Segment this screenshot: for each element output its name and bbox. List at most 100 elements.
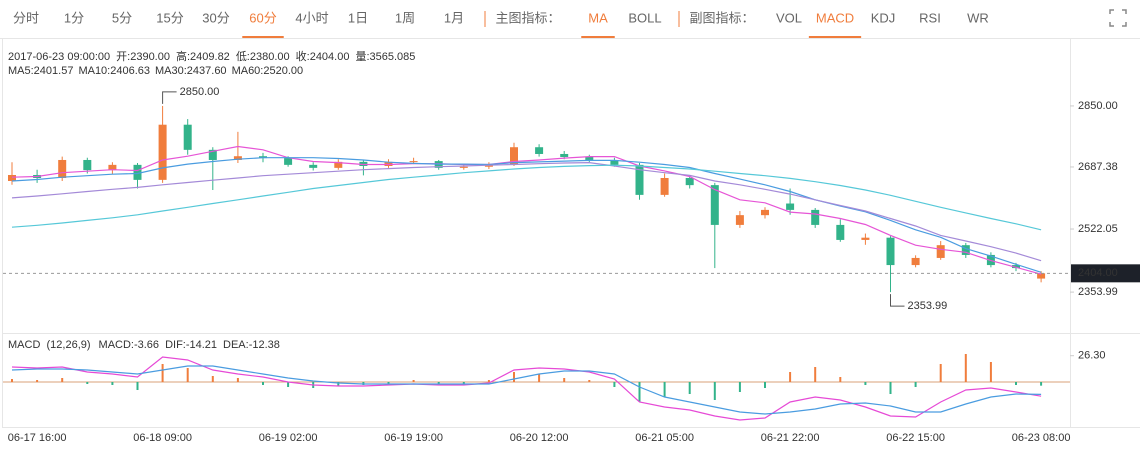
info-text: 低:2380.00 — [236, 50, 290, 63]
candle-body — [409, 161, 418, 163]
toolbar-item[interactable]: 1日 — [348, 10, 368, 25]
candle-body — [761, 209, 769, 216]
toolbar-item[interactable]: 4小时 — [295, 10, 328, 25]
toolbar-item[interactable]: MA — [588, 10, 608, 25]
legend-entry: MA30:2437.60 — [155, 65, 227, 77]
candle-body — [811, 209, 820, 225]
legend-entry: DIF:-14.21 — [165, 339, 217, 351]
x-tick-label: 06-21 22:00 — [761, 432, 820, 444]
active-underline — [581, 36, 615, 38]
macd-bar — [563, 378, 566, 382]
candle-body — [961, 245, 970, 255]
annotation-leader — [890, 294, 905, 307]
macd-bar — [211, 376, 214, 382]
macd-bar — [538, 374, 541, 382]
macd-bar — [914, 382, 917, 387]
info-text: 开:2390.00 — [116, 51, 170, 63]
candle-body — [8, 174, 16, 181]
candle-body — [183, 124, 192, 150]
annotation-label: 2850.00 — [180, 86, 220, 98]
macd-bar — [889, 382, 892, 394]
toolbar-item[interactable]: 1月 — [444, 10, 464, 25]
candle-body — [233, 156, 242, 160]
candle-body — [158, 124, 167, 180]
toolbar-item[interactable]: 30分 — [202, 10, 229, 25]
info-text: 高:2409.82 — [176, 49, 230, 63]
y-tick-label: 2850.00 — [1078, 100, 1118, 112]
info-text: 量:3565.085 — [355, 50, 415, 63]
legend-entry: MA5:2401.57 — [8, 65, 73, 77]
x-tick-label: 06-20 12:00 — [510, 432, 569, 444]
toolbar-item[interactable]: WR — [967, 10, 989, 25]
candle-body — [886, 237, 895, 266]
x-tick-label: 06-23 08:00 — [1012, 432, 1071, 444]
info-text: 收:2404.00 — [296, 49, 350, 63]
macd-bar — [337, 382, 340, 386]
macd-bar — [989, 362, 992, 382]
x-tick-label: 06-18 09:00 — [133, 432, 192, 444]
candle-body — [936, 245, 945, 258]
candle-body — [836, 224, 845, 240]
x-tick-label: 06-21 05:00 — [635, 432, 694, 444]
macd-bar — [186, 368, 189, 382]
macd-bar — [412, 380, 415, 382]
candle-body — [208, 149, 217, 160]
toolbar-item[interactable]: KDJ — [871, 10, 896, 25]
macd-bar — [287, 382, 290, 387]
candle-body — [510, 147, 518, 165]
annotation-leader — [162, 91, 177, 104]
toolbar-item[interactable]: RSI — [919, 10, 941, 25]
candle-body — [309, 164, 318, 168]
macd-bar — [613, 382, 616, 387]
toolbar-item[interactable]: 1分 — [64, 10, 84, 25]
y-tick-label: 26.30 — [1078, 350, 1106, 362]
toolbar-item[interactable]: 分时 — [13, 10, 39, 25]
macd-bar — [387, 382, 390, 384]
macd-bar — [688, 382, 691, 394]
candle-body — [58, 159, 67, 178]
macd-bar — [1040, 382, 1043, 386]
legend-entry: DEA:-12.38 — [223, 339, 280, 351]
legend-entry: MACD:-3.66 — [99, 339, 160, 351]
toolbar-item[interactable]: 1周 — [395, 10, 415, 25]
candle-body — [1012, 265, 1020, 269]
active-underline — [242, 36, 284, 38]
annotation-label: 2353.99 — [908, 300, 948, 312]
candle-body — [83, 159, 92, 171]
y-tick-label: 2353.99 — [1078, 286, 1118, 298]
toolbar-item[interactable]: 60分 — [249, 10, 276, 25]
candle-body — [635, 164, 644, 195]
candle-body — [610, 159, 619, 165]
macd-bar — [513, 372, 515, 382]
toolbar-item[interactable]: 15分 — [156, 10, 183, 25]
active-underline — [808, 36, 862, 38]
candle-body — [535, 147, 544, 154]
candle-body — [685, 177, 694, 186]
fullscreen-glyph[interactable] — [1109, 9, 1127, 27]
y-tick-label: 2687.38 — [1078, 161, 1118, 173]
candle-body — [108, 164, 117, 171]
candle-body — [284, 158, 293, 165]
toolbar-label: 副图指标： — [689, 10, 754, 25]
macd-bar — [789, 372, 792, 382]
macd-bar — [262, 382, 264, 385]
toolbar-item[interactable]: 5分 — [112, 10, 132, 25]
candle-body — [660, 177, 669, 195]
legend-entry: MA60:2520.00 — [232, 65, 304, 77]
candle-body — [585, 156, 594, 160]
macd-bar — [964, 354, 967, 382]
y-tick-label: 2522.05 — [1078, 223, 1118, 235]
macd-bar — [839, 377, 842, 382]
toolbar-item[interactable]: VOL — [776, 10, 802, 25]
toolbar-item[interactable]: MACD — [816, 10, 854, 25]
macd-bar — [814, 367, 817, 382]
toolbar-item[interactable]: BOLL — [628, 10, 661, 25]
macd-bar — [663, 382, 666, 397]
x-tick-label: 06-17 16:00 — [8, 432, 67, 444]
macd-line — [11, 356, 1042, 421]
macd-bar — [764, 382, 766, 388]
fullscreen-icon[interactable] — [1109, 9, 1127, 27]
macd-title: MACD (12,26,9) — [8, 339, 91, 351]
candle-body — [861, 237, 870, 240]
